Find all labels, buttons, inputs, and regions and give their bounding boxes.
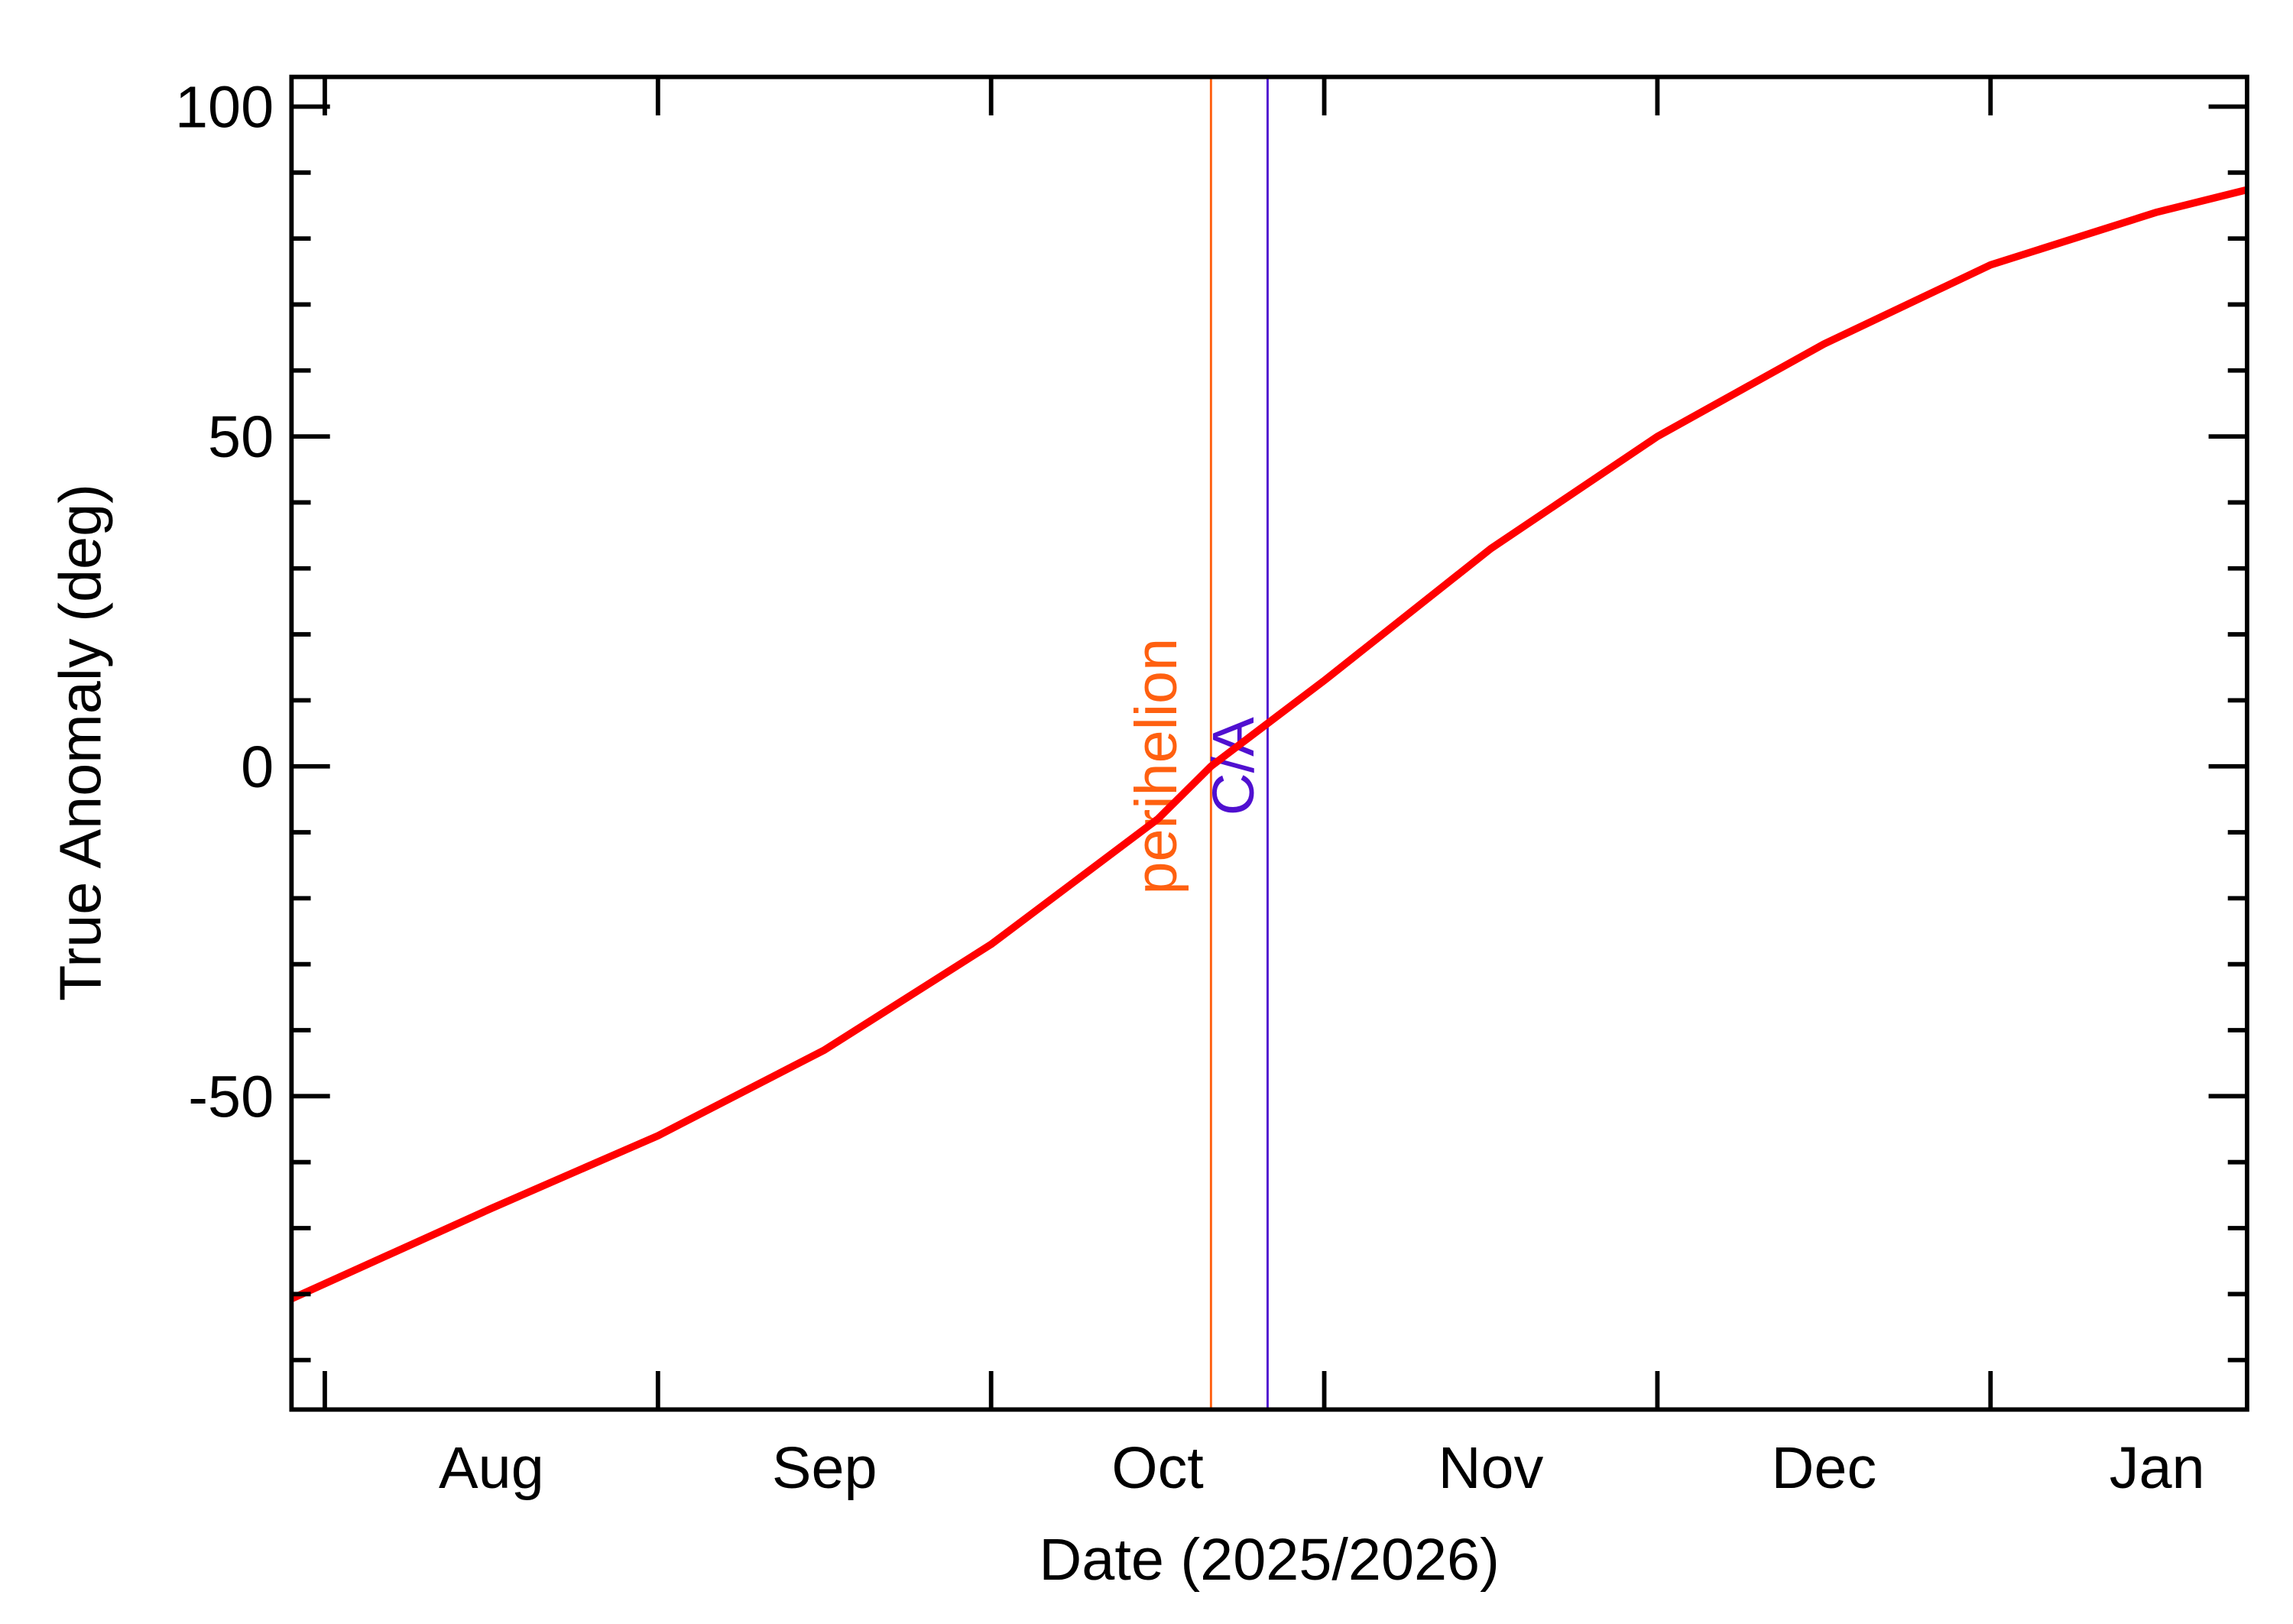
y-tick-label: 100 <box>175 75 274 141</box>
line <box>290 186 2249 1302</box>
x-axis-label: Date (2025/2026) <box>1039 1527 1499 1593</box>
plot-frame <box>289 74 2249 1412</box>
y-tick-label: -50 <box>188 1064 274 1130</box>
y-axis-label: True Anomaly (deg) <box>48 484 114 1001</box>
x-tick-label: Nov <box>1438 1435 1544 1501</box>
x-tick-label: Aug <box>439 1435 544 1501</box>
marker-label: perihelion <box>1124 638 1189 895</box>
x-tick-label: Jan <box>2110 1435 2205 1501</box>
x-tick-label: Dec <box>1772 1435 1877 1501</box>
y-tick-label: 50 <box>208 404 274 470</box>
x-tick-label: Sep <box>772 1435 877 1501</box>
x-tick-label: Oct <box>1111 1435 1203 1501</box>
y-tick-label: 0 <box>241 734 274 800</box>
